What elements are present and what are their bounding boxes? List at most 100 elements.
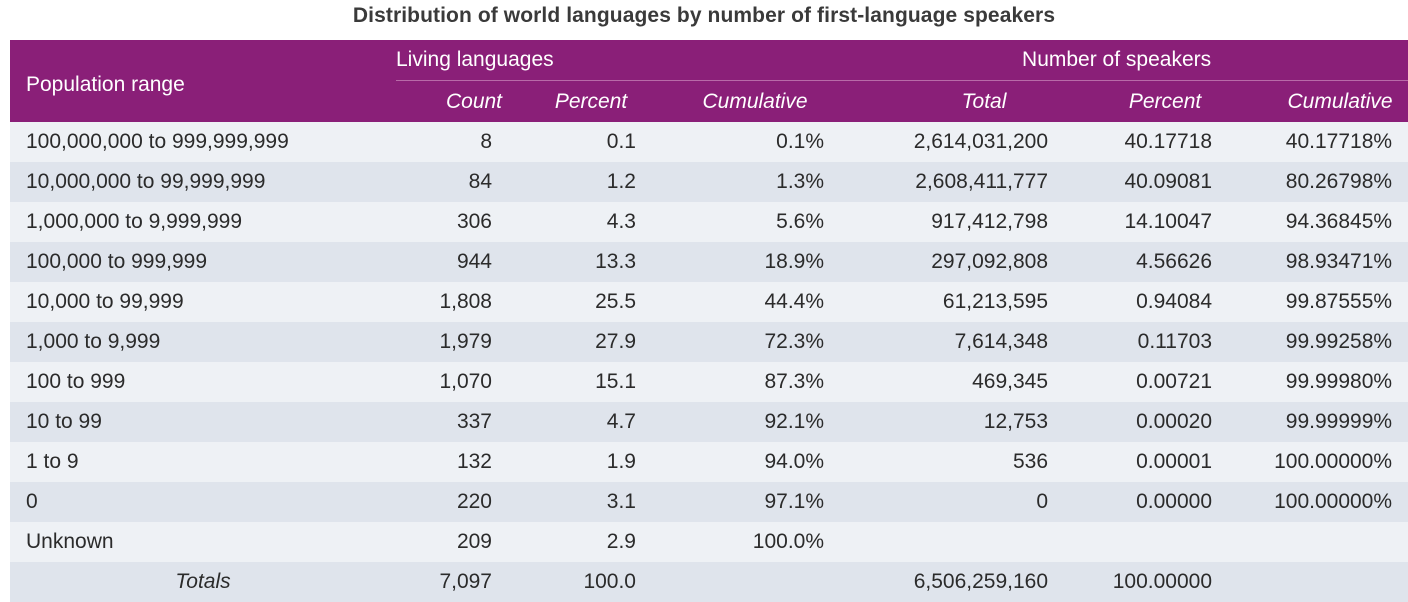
cell-count: 132 [396,442,518,482]
cell-speakers-percent: 0.00721 [1066,362,1239,402]
cell-speakers-cumulative: 40.17718% [1238,122,1408,162]
cell-population-range: 100 to 999 [10,362,396,402]
header-count: Count [396,80,518,122]
cell-count: 1,070 [396,362,518,402]
cell-cumulative: 94.0% [648,442,833,482]
table-row: 1 to 9 132 1.9 94.0% 536 0.00001 100.000… [10,442,1408,482]
table-row: 100,000,000 to 999,999,999 8 0.1 0.1% 2,… [10,122,1408,162]
header-number-of-speakers: Number of speakers [832,40,1408,81]
cell-speakers-percent: 0.00020 [1066,402,1239,442]
table-row: Unknown 209 2.9 100.0% [10,522,1408,562]
cell-speakers-cumulative: 100.00000% [1238,482,1408,522]
cell-count: 84 [396,162,518,202]
cell-count: 337 [396,402,518,442]
cell-speakers-cumulative [1238,522,1408,562]
cell-totals-label: Totals [10,562,396,602]
cell-count: 306 [396,202,518,242]
table-row: 10,000 to 99,999 1,808 25.5 44.4% 61,213… [10,282,1408,322]
table-row: 10,000,000 to 99,999,999 84 1.2 1.3% 2,6… [10,162,1408,202]
languages-table: Population range Living languages Number… [10,40,1408,602]
cell-population-range: 1,000,000 to 9,999,999 [10,202,396,242]
cell-count: 209 [396,522,518,562]
cell-totals-speakers-cumulative [1238,562,1408,602]
cell-total-speakers: 7,614,348 [832,322,1067,362]
cell-percent: 1.9 [518,442,648,482]
cell-totals-cumulative [648,562,833,602]
cell-total-speakers: 12,753 [832,402,1067,442]
table-row: 10 to 99 337 4.7 92.1% 12,753 0.00020 99… [10,402,1408,442]
cell-percent: 15.1 [518,362,648,402]
cell-speakers-percent: 40.09081 [1066,162,1239,202]
cell-cumulative: 18.9% [648,242,833,282]
cell-percent: 13.3 [518,242,648,282]
cell-total-speakers: 469,345 [832,362,1067,402]
cell-total-speakers: 61,213,595 [832,282,1067,322]
cell-total-speakers [832,522,1067,562]
cell-percent: 4.3 [518,202,648,242]
cell-cumulative: 97.1% [648,482,833,522]
cell-speakers-cumulative: 94.36845% [1238,202,1408,242]
header-population-range: Population range [10,40,396,122]
cell-cumulative: 5.6% [648,202,833,242]
cell-total-speakers: 917,412,798 [832,202,1067,242]
cell-population-range: 0 [10,482,396,522]
cell-total-speakers: 2,614,031,200 [832,122,1067,162]
header-row-groups: Population range Living languages Number… [10,40,1408,122]
cell-percent: 3.1 [518,482,648,522]
header-population-range-label: Population range [26,73,185,96]
table-title: Distribution of world languages by numbe… [352,4,1056,27]
cell-total-speakers: 2,608,411,777 [832,162,1067,202]
header-percent: Percent [518,80,648,122]
header-total: Total [832,80,1067,122]
cell-population-range: 100,000 to 999,999 [10,242,396,282]
cell-percent: 25.5 [518,282,648,322]
cell-total-speakers: 0 [832,482,1067,522]
header-row-subcolumns: Count Percent Cumulative Total Percent C… [10,80,1408,122]
table-row: 0 220 3.1 97.1% 0 0.00000 100.00000% [10,482,1408,522]
cell-count: 220 [396,482,518,522]
cell-population-range: 1,000 to 9,999 [10,322,396,362]
table-row: 100 to 999 1,070 15.1 87.3% 469,345 0.00… [10,362,1408,402]
cell-speakers-cumulative: 100.00000% [1238,442,1408,482]
cell-speakers-percent [1066,522,1239,562]
cell-percent: 4.7 [518,402,648,442]
cell-cumulative: 0.1% [648,122,833,162]
cell-cumulative: 44.4% [648,282,833,322]
cell-speakers-percent: 40.17718 [1066,122,1239,162]
cell-population-range: 1 to 9 [10,442,396,482]
cell-speakers-percent: 4.56626 [1066,242,1239,282]
cell-cumulative: 100.0% [648,522,833,562]
cell-speakers-percent: 0.11703 [1066,322,1239,362]
cell-cumulative: 92.1% [648,402,833,442]
cell-count: 944 [396,242,518,282]
cell-totals-count: 7,097 [396,562,518,602]
cell-speakers-percent: 0.00000 [1066,482,1239,522]
cell-percent: 0.1 [518,122,648,162]
header-speakers-percent: Percent [1066,80,1239,122]
cell-population-range: 10 to 99 [10,402,396,442]
cell-totals-speakers: 6,506,259,160 [832,562,1067,602]
table-row: 1,000,000 to 9,999,999 306 4.3 5.6% 917,… [10,202,1408,242]
cell-speakers-cumulative: 98.93471% [1238,242,1408,282]
cell-population-range: 10,000 to 99,999 [10,282,396,322]
cell-count: 1,979 [396,322,518,362]
cell-population-range: 100,000,000 to 999,999,999 [10,122,396,162]
cell-percent: 27.9 [518,322,648,362]
cell-totals-percent: 100.0 [518,562,648,602]
cell-totals-speakers-percent: 100.00000 [1066,562,1239,602]
table-row: 1,000 to 9,999 1,979 27.9 72.3% 7,614,34… [10,322,1408,362]
cell-speakers-cumulative: 99.99999% [1238,402,1408,442]
cell-count: 1,808 [396,282,518,322]
cell-count: 8 [396,122,518,162]
cell-speakers-cumulative: 99.99980% [1238,362,1408,402]
header-cumulative: Cumulative [648,80,833,122]
cell-percent: 1.2 [518,162,648,202]
cell-population-range: 10,000,000 to 99,999,999 [10,162,396,202]
cell-cumulative: 1.3% [648,162,833,202]
cell-percent: 2.9 [518,522,648,562]
cell-speakers-cumulative: 80.26798% [1238,162,1408,202]
cell-cumulative: 87.3% [648,362,833,402]
table-body: 100,000,000 to 999,999,999 8 0.1 0.1% 2,… [10,122,1408,602]
cell-speakers-cumulative: 99.99258% [1238,322,1408,362]
table-header: Population range Living languages Number… [10,40,1408,122]
